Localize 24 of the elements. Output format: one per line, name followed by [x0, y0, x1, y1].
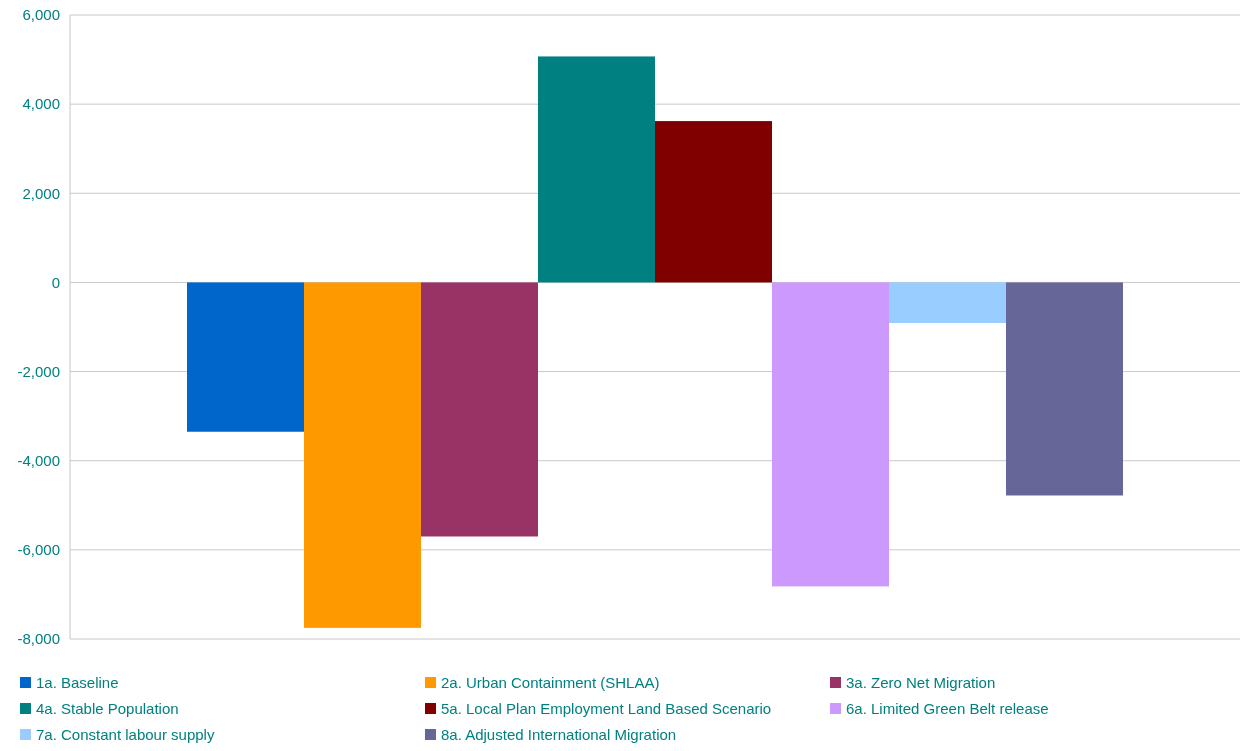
y-tick-label: -4,000: [17, 451, 60, 469]
legend-label: 2a. Urban Containment (SHLAA): [441, 674, 660, 692]
legend-label: 7a. Constant labour supply: [36, 726, 215, 744]
y-tick-label: 0: [51, 273, 60, 291]
y-tick-label: -2,000: [17, 362, 60, 380]
y-tick-label: 6,000: [22, 6, 60, 24]
bar: [889, 282, 1006, 323]
y-tick-label: 4,000: [22, 95, 60, 113]
legend-label: 8a. Adjusted International Migration: [441, 726, 677, 744]
y-tick-label: 2,000: [22, 184, 60, 202]
bar: [1006, 282, 1123, 496]
y-tick-label: -8,000: [17, 630, 60, 648]
bar: [187, 282, 304, 432]
legend-label: 6a. Limited Green Belt release: [846, 700, 1049, 718]
bar: [304, 282, 421, 628]
legend-label: 3a. Zero Net Migration: [846, 674, 996, 692]
legend-label: 1a. Baseline: [36, 674, 119, 692]
bar: [772, 282, 889, 587]
legend-label: 4a. Stable Population: [36, 700, 179, 718]
bar: [538, 56, 655, 283]
bar: [655, 121, 772, 283]
y-tick-label: -6,000: [17, 541, 60, 559]
legend-label: 5a. Local Plan Employment Land Based Scenario: [441, 700, 772, 718]
bar: [421, 282, 538, 537]
